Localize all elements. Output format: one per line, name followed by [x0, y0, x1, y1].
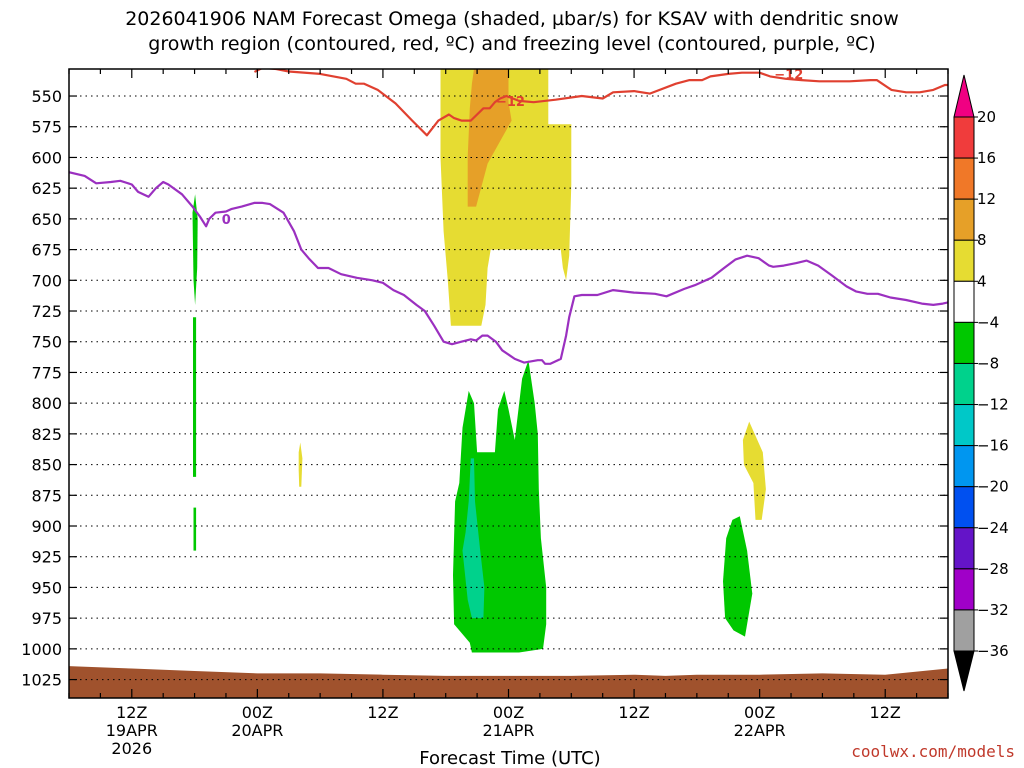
colorbar-label-8: −16 — [977, 437, 1009, 455]
ytick-label-975: 975 — [31, 609, 62, 628]
colorbar-bin-3 — [953, 239, 975, 282]
xtick-label-6-1: 12Z — [116, 703, 147, 722]
contour-label-2: 0 — [222, 213, 231, 228]
omega-region-teal_core — [462, 458, 485, 619]
colorbar-bin-11 — [953, 568, 975, 611]
ytick-label-750: 750 — [31, 333, 62, 352]
ytick-label-800: 800 — [31, 394, 62, 413]
chart-title-line2: growth region (contoured, red, ºC) and f… — [148, 33, 875, 55]
colorbar-bin-10 — [953, 527, 975, 570]
colorbar-label-6: −8 — [977, 354, 999, 372]
colorbar-bin-2 — [953, 198, 975, 241]
colorbar-label-5: −4 — [977, 313, 999, 331]
colorbar-label-7: −12 — [977, 396, 1009, 414]
ytick-label-825: 825 — [31, 425, 62, 444]
ytick-label-1025: 1025 — [21, 671, 62, 690]
contour--12 — [254, 69, 948, 137]
colorbar: 20 16 12 8 4 −4 −8 −12 −16 −20 −24 −28 −32 −36 — [953, 74, 1009, 692]
xtick-label-66-1: 00Z — [744, 703, 775, 722]
xtick-label-30-1: 12Z — [367, 703, 398, 722]
ytick-label-600: 600 — [31, 148, 62, 167]
colorbar-label-10: −24 — [977, 519, 1009, 537]
colorbar-bin-0 — [953, 116, 975, 159]
ytick-label-925: 925 — [31, 548, 62, 567]
contour-labels: −12 −12 0 — [222, 68, 803, 228]
ground-surface — [69, 666, 948, 698]
ytick-label-650: 650 — [31, 210, 62, 229]
contour-lines — [69, 69, 948, 365]
xtick-label-18-1: 00Z — [242, 703, 273, 722]
ytick-label-675: 675 — [31, 241, 62, 260]
colorbar-label-12: −32 — [977, 601, 1009, 619]
colorbar-label-11: −28 — [977, 560, 1009, 578]
ytick-label-625: 625 — [31, 179, 62, 198]
contour-label-0: −12 — [496, 95, 525, 110]
colorbar-label-1: 16 — [977, 149, 996, 167]
ytick-label-900: 900 — [31, 517, 62, 536]
ytick-label-725: 725 — [31, 302, 62, 321]
ytick-label-875: 875 — [31, 486, 62, 505]
colorbar-bin-7 — [953, 404, 975, 447]
contour-0 — [69, 171, 948, 365]
colorbar-bin-4 — [953, 280, 975, 323]
xtick-label-6-2: 19APR — [106, 721, 158, 740]
xtick-label-42-1: 00Z — [493, 703, 524, 722]
colorbar-bin-6 — [953, 362, 975, 406]
contour-label-1: −12 — [774, 68, 803, 83]
omega-region-green_strip_19apr_b — [193, 317, 197, 477]
colorbar-label-2: 12 — [977, 190, 996, 208]
xtick-label-54-1: 12Z — [618, 703, 649, 722]
colorbar-label-13: −36 — [977, 642, 1009, 660]
xtick-label-66-2: 22APR — [734, 721, 786, 740]
omega-region-green_main_21apr — [453, 360, 547, 653]
omega-region-orange_core — [467, 69, 512, 207]
colorbar-bin-1 — [953, 157, 975, 200]
x-axis-label: Forecast Time (UTC) — [419, 748, 600, 768]
omega-region-green_22apr — [723, 516, 753, 637]
ytick-label-550: 550 — [31, 87, 62, 106]
omega-region-green_strip_19apr_c — [193, 507, 197, 551]
xtick-label-18-2: 20APR — [231, 721, 283, 740]
ytick-label-1000: 1000 — [21, 640, 62, 659]
xtick-label-6-3: 2026 — [111, 739, 152, 758]
colorbar-label-0: 20 — [977, 108, 996, 126]
ytick-label-950: 950 — [31, 578, 62, 597]
omega-shading — [192, 69, 766, 653]
colorbar-bin-9 — [953, 486, 975, 529]
colorbar-bin-8 — [953, 445, 975, 488]
xtick-label-78-1: 12Z — [870, 703, 901, 722]
chart-title-line1: 2026041906 NAM Forecast Omega (shaded, µ… — [125, 8, 899, 30]
omega-region-yellow_small_22apr — [742, 421, 766, 520]
colorbar-label-4: 4 — [977, 272, 987, 290]
ytick-label-850: 850 — [31, 456, 62, 475]
colorbar-bottom-arrow — [953, 650, 975, 692]
colorbar-bin-5 — [953, 321, 975, 364]
colorbar-label-3: 8 — [977, 231, 987, 249]
colorbar-top-arrow — [953, 74, 975, 118]
ytick-label-575: 575 — [31, 118, 62, 137]
ytick-label-700: 700 — [31, 271, 62, 290]
xtick-label-42-2: 21APR — [482, 721, 534, 740]
credit-text: coolwx.com/models — [851, 742, 1015, 761]
pressure-gridlines — [69, 95, 948, 681]
colorbar-bin-12 — [953, 609, 975, 652]
omega-region-green_strip_19apr — [192, 194, 198, 305]
ytick-label-775: 775 — [31, 363, 62, 382]
colorbar-label-9: −20 — [977, 478, 1009, 496]
ground-fill — [69, 666, 948, 698]
pressure-axis: 550 575 600 625 650 675 700 725 750 775 800 825 850 8… — [21, 87, 948, 690]
